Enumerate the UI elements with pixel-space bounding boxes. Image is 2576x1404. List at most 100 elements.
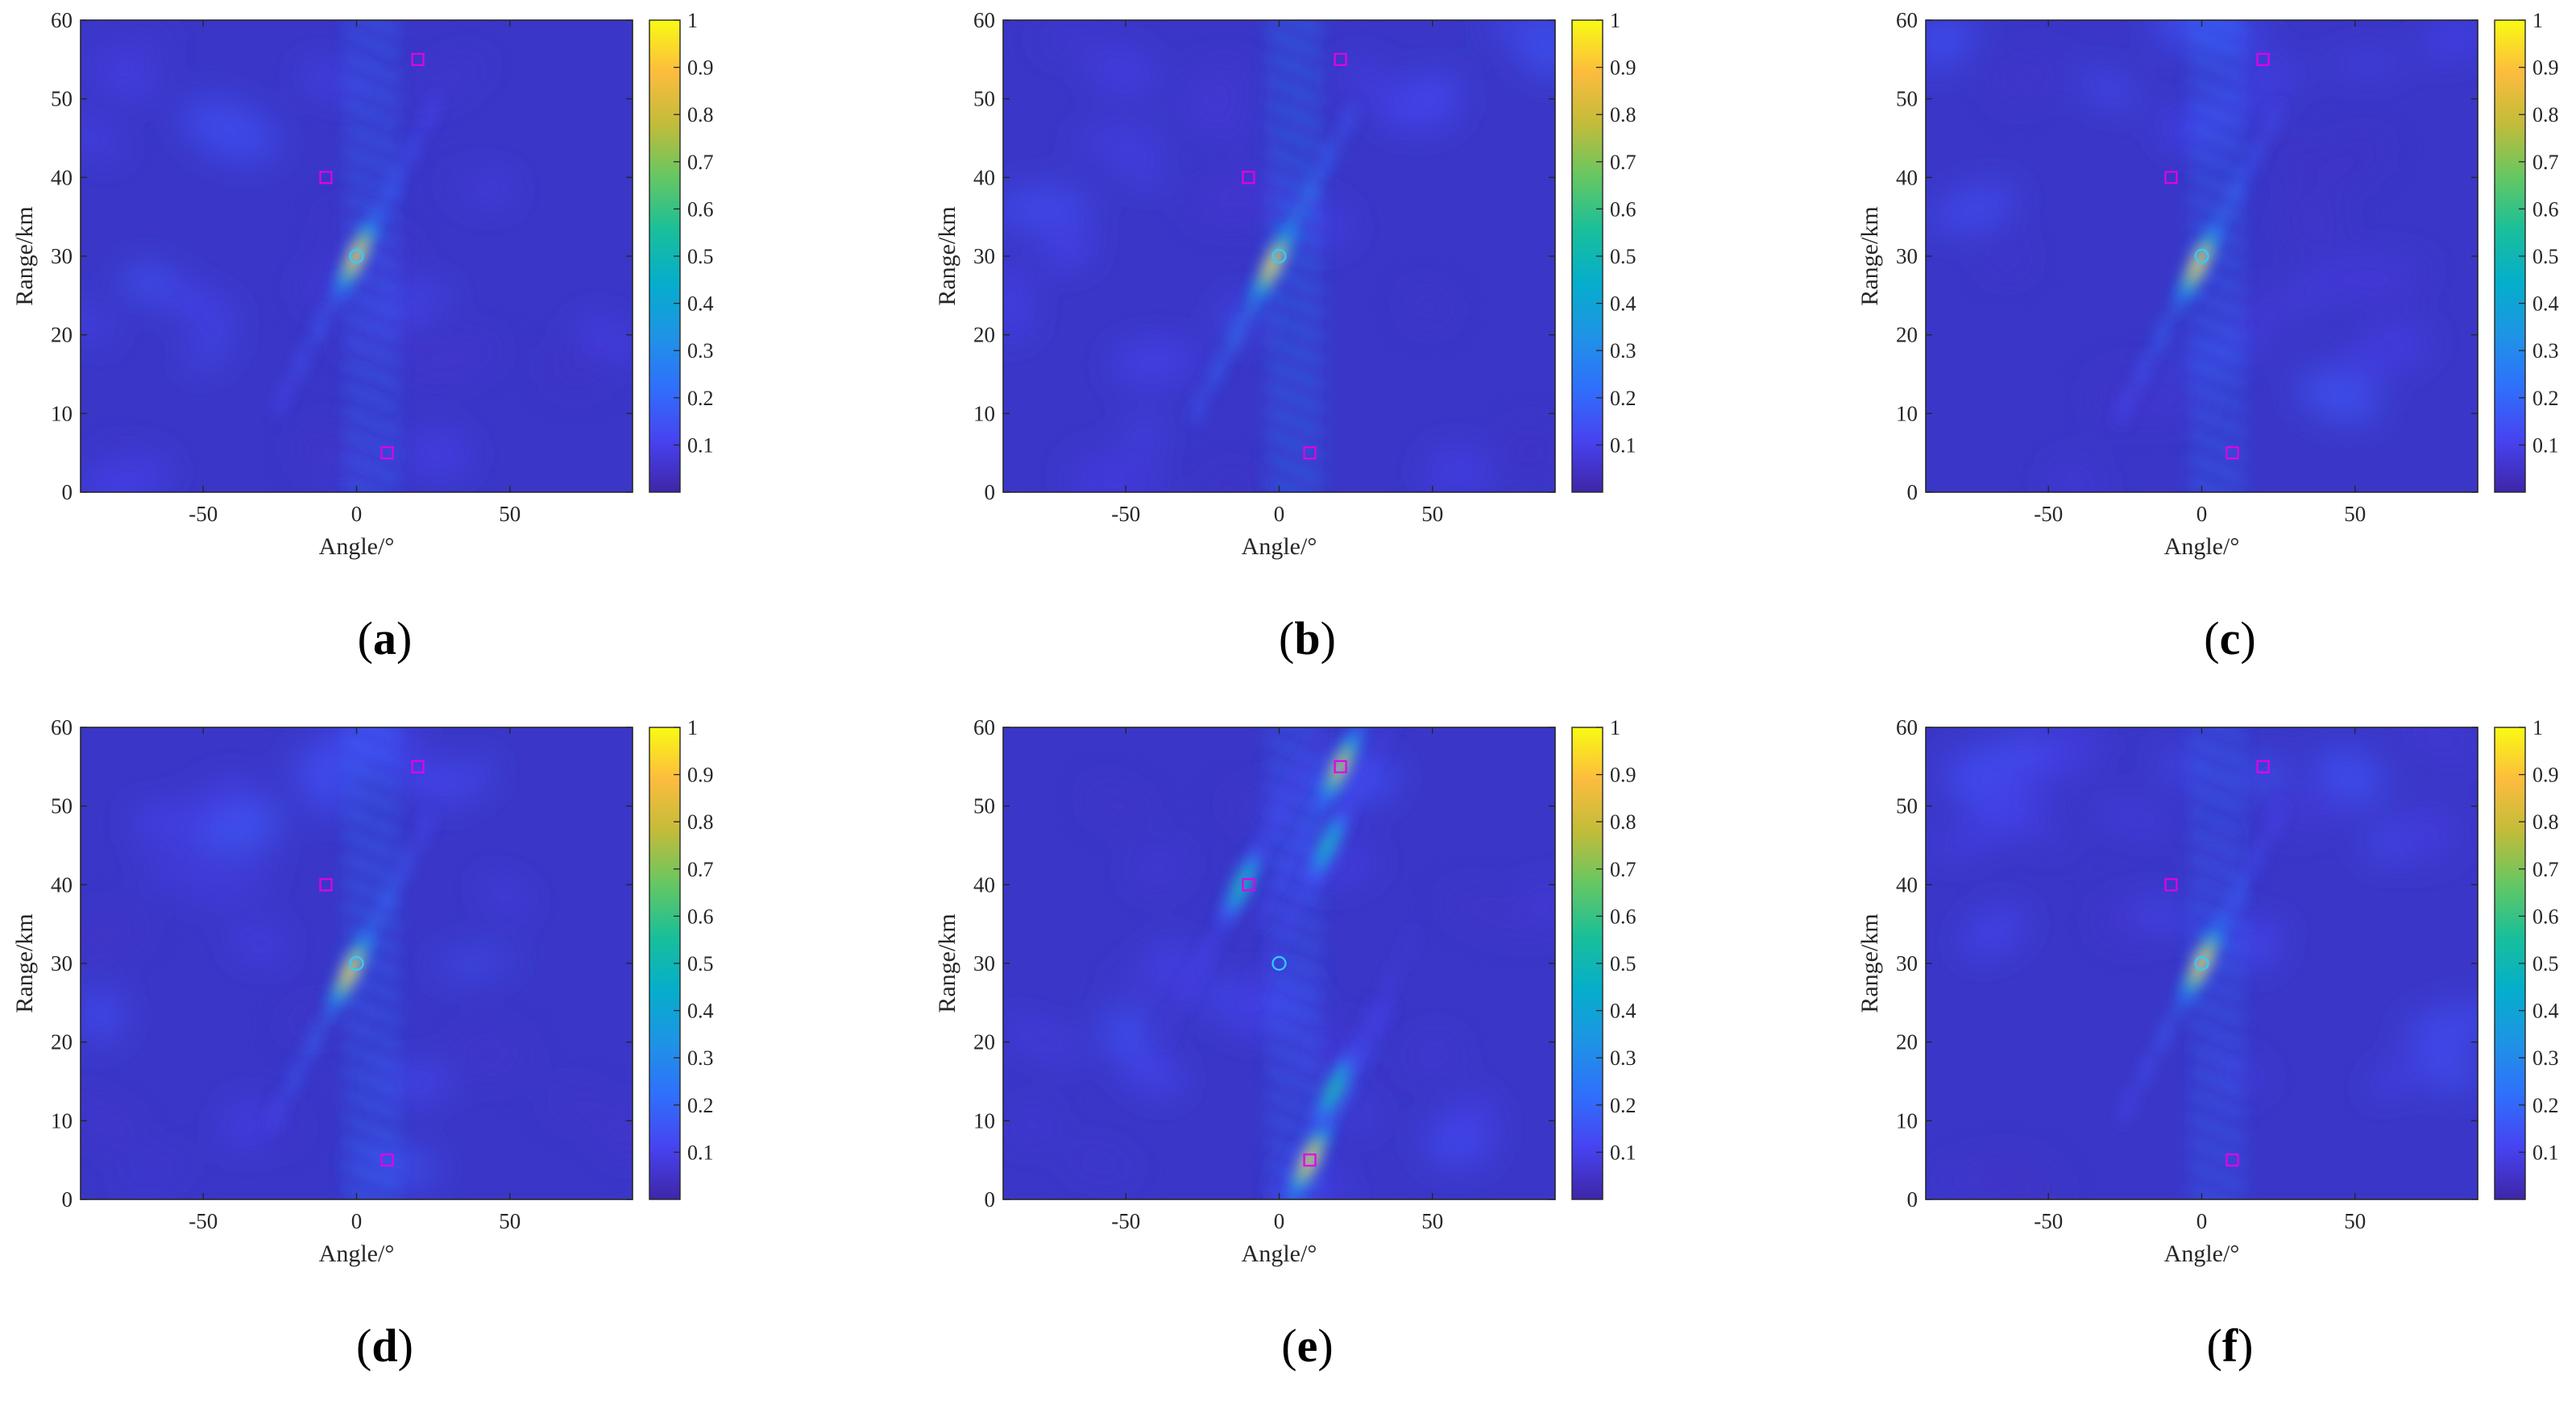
- heatmap-image: [81, 20, 633, 492]
- y-tick-label: 50: [51, 794, 73, 818]
- y-tick-label: 40: [973, 165, 995, 189]
- x-tick-label: 0: [2196, 1209, 2208, 1233]
- y-tick-label: 0: [62, 1187, 73, 1211]
- y-tick-label: 40: [1896, 872, 1918, 897]
- y-tick-label: 60: [973, 8, 995, 32]
- y-tick-label: 30: [51, 244, 73, 268]
- target-square-marker: [2225, 446, 2239, 460]
- colorbar-tick-label: 0.7: [1610, 151, 1636, 174]
- x-axis-label: Angle/°: [2164, 533, 2240, 560]
- y-tick-label: 50: [1896, 794, 1918, 818]
- colorbar-tick-label: 0.7: [687, 858, 714, 881]
- y-tick-label: 30: [973, 951, 995, 975]
- colorbar-tick-label: 0.9: [1610, 764, 1636, 787]
- colorbar-tick-label: 0.6: [687, 905, 714, 928]
- x-tick-label: -50: [2034, 502, 2063, 526]
- colorbar-tick-label: 0.2: [687, 387, 714, 410]
- heatmap-image: [1926, 20, 2478, 492]
- target-square-marker: [380, 446, 394, 460]
- y-tick-label: 30: [973, 244, 995, 268]
- reference-circle-marker: [1271, 248, 1287, 264]
- colorbar-tick-label: 0.9: [687, 764, 714, 787]
- target-square-marker: [1303, 446, 1317, 460]
- colorbar-tick-label: 0.5: [2532, 245, 2559, 268]
- panel-e: 0 10 20 30 40 50 60 -50 0 50 Angle/° Range/km 0.1 0.2…: [934, 715, 1636, 1372]
- x-tick-label: 0: [351, 1209, 363, 1233]
- x-tick-label: 0: [1274, 502, 1285, 526]
- colorbar-tick-label: 0.1: [1610, 1141, 1636, 1164]
- reference-circle-marker: [349, 248, 364, 264]
- y-tick-label: 40: [51, 165, 73, 189]
- heatmap-image: [1926, 727, 2478, 1199]
- heatmap-image: [1003, 727, 1555, 1199]
- colorbar-tick-label: 0.4: [2532, 292, 2559, 316]
- y-tick-label: 20: [973, 323, 995, 347]
- colorbar-tick-label: 0.4: [1610, 1000, 1636, 1023]
- panel-label: (b): [1279, 612, 1336, 665]
- colorbar-tick-label: 0.6: [687, 197, 714, 221]
- reference-circle-marker: [1271, 955, 1287, 971]
- y-axis-label: Range/km: [1856, 206, 1883, 305]
- y-tick-label: 10: [51, 1108, 73, 1133]
- x-axis-label: Angle/°: [319, 533, 395, 560]
- colorbar-tick-label: 0.1: [2532, 433, 2559, 457]
- panel-label: (d): [356, 1319, 413, 1372]
- colorbar-tick-label: 1: [2532, 716, 2543, 739]
- y-tick-label: 10: [51, 401, 73, 425]
- target-square-marker: [411, 760, 425, 773]
- target-square-marker: [1334, 760, 1347, 773]
- colorbar-tick-label: 0.5: [2532, 952, 2559, 975]
- colorbar-tick-label: 0.6: [1610, 905, 1636, 928]
- reference-circle-marker: [2194, 248, 2209, 264]
- colorbar-tick-label: 0.4: [1610, 292, 1636, 316]
- y-tick-label: 30: [1896, 244, 1918, 268]
- colorbar-tick-label: 0.1: [687, 1141, 714, 1164]
- panel-label: (e): [1281, 1319, 1333, 1372]
- y-tick-label: 10: [973, 1108, 995, 1133]
- x-axis-label: Angle/°: [319, 1240, 395, 1267]
- y-tick-label: 50: [51, 87, 73, 111]
- panel-label: (a): [358, 612, 413, 665]
- x-tick-label: 50: [1421, 1209, 1443, 1233]
- beam-peak: [1309, 808, 1348, 883]
- colorbar-tick-label: 0.9: [1610, 56, 1636, 80]
- x-axis-label: Angle/°: [1242, 1240, 1317, 1267]
- y-tick-label: 10: [1896, 1108, 1918, 1133]
- x-tick-label: 50: [2344, 502, 2366, 526]
- y-tick-label: 20: [973, 1030, 995, 1054]
- colorbar-tick-label: 0.5: [687, 952, 714, 975]
- colorbar-tick-label: 0.5: [1610, 245, 1636, 268]
- target-square-marker: [319, 878, 333, 892]
- x-axis-label: Angle/°: [2164, 1240, 2240, 1267]
- target-square-marker: [2164, 171, 2178, 184]
- target-square-marker: [411, 52, 425, 66]
- colorbar-tick-label: 0.8: [687, 810, 714, 834]
- heatmap-image: [81, 727, 633, 1199]
- colorbar-tick-label: 1: [1610, 9, 1620, 32]
- y-tick-label: 40: [1896, 165, 1918, 189]
- y-tick-label: 60: [973, 715, 995, 739]
- colorbar-tick-label: 0.1: [1610, 433, 1636, 457]
- colorbar-tick-label: 0.6: [2532, 905, 2559, 928]
- panel-f: 0 10 20 30 40 50 60 -50 0 50 Angle/° Range/km 0.1 0.2…: [1856, 715, 2559, 1372]
- beam-peak: [330, 934, 371, 1009]
- x-tick-label: 50: [2344, 1209, 2366, 1233]
- colorbar-tick-label: 0.1: [687, 433, 714, 457]
- target-square-marker: [1334, 52, 1347, 66]
- colorbar-tick-label: 0.4: [687, 292, 714, 316]
- x-tick-label: 50: [499, 502, 521, 526]
- colorbar-tick-label: 0.5: [1610, 952, 1636, 975]
- colorbar-tick-label: 0.9: [2532, 764, 2559, 787]
- target-square-marker: [2256, 760, 2270, 773]
- colorbar-tick-label: 0.4: [2532, 1000, 2559, 1023]
- colorbar-tick-label: 0.8: [1610, 810, 1636, 834]
- panel-a: 0 10 20 30 40 50 60 -50 0 50 Angle/° Range/km 0.1 0.2…: [11, 8, 714, 665]
- y-axis-label: Range/km: [11, 913, 38, 1013]
- beam-peak: [2179, 226, 2218, 302]
- colorbar-tick-label: 0.3: [687, 339, 714, 362]
- target-square-marker: [2164, 878, 2178, 892]
- colorbar-tick-label: 0.7: [1610, 858, 1636, 881]
- colorbar-tick-label: 0.8: [2532, 810, 2559, 834]
- y-tick-label: 40: [51, 872, 73, 897]
